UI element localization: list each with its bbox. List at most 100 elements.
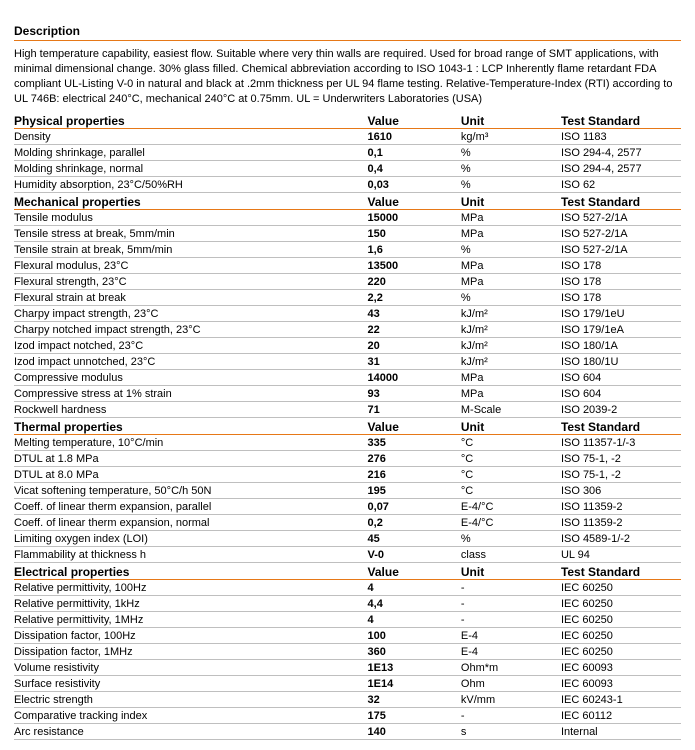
prop-unit: - — [461, 596, 561, 612]
prop-unit: - — [461, 612, 561, 628]
prop-value: 71 — [368, 402, 461, 418]
prop-name: Compressive modulus — [14, 370, 368, 386]
prop-value: 4 — [368, 612, 461, 628]
prop-std: ISO 527-2/1A — [561, 210, 681, 226]
col-header-std: Test Standard — [561, 193, 681, 209]
prop-std: IEC 60112 — [561, 708, 681, 724]
prop-name: Charpy notched impact strength, 23°C — [14, 322, 368, 338]
col-header-std: Test Standard — [561, 563, 681, 579]
prop-unit: kg/m³ — [461, 129, 561, 145]
prop-std: ISO 180/1A — [561, 338, 681, 354]
section-title: Mechanical properties — [14, 193, 368, 209]
prop-name: Relative permittivity, 1MHz — [14, 612, 368, 628]
prop-unit: % — [461, 161, 561, 177]
prop-value: 45 — [368, 531, 461, 547]
prop-name: Coeff. of linear therm expansion, normal — [14, 515, 368, 531]
prop-value: 15000 — [368, 210, 461, 226]
prop-unit: - — [461, 708, 561, 724]
table-row: Tensile stress at break, 5mm/min150MPaIS… — [14, 226, 681, 242]
prop-unit: MPa — [461, 386, 561, 402]
prop-value: 216 — [368, 467, 461, 483]
table-row: Flexural strain at break2,2%ISO 178 — [14, 290, 681, 306]
prop-value: 31 — [368, 354, 461, 370]
prop-name: Tensile modulus — [14, 210, 368, 226]
table-row: Relative permittivity, 100Hz4-IEC 60250 — [14, 580, 681, 596]
prop-value: 43 — [368, 306, 461, 322]
table-row: Flexural modulus, 23°C13500MPaISO 178 — [14, 258, 681, 274]
prop-value: 0,03 — [368, 177, 461, 193]
prop-name: Izod impact notched, 23°C — [14, 338, 368, 354]
prop-std: ISO 306 — [561, 483, 681, 499]
table-row: Molding shrinkage, normal0,4%ISO 294-4, … — [14, 161, 681, 177]
prop-name: DTUL at 8.0 MPa — [14, 467, 368, 483]
prop-unit: Ohm — [461, 676, 561, 692]
prop-std: IEC 60250 — [561, 580, 681, 596]
prop-name: Vicat softening temperature, 50°C/h 50N — [14, 483, 368, 499]
prop-unit: % — [461, 531, 561, 547]
prop-unit: E-4/°C — [461, 499, 561, 515]
prop-value: 2,2 — [368, 290, 461, 306]
table-row: Dissipation factor, 1MHz360E-4IEC 60250 — [14, 644, 681, 660]
table-row: Flexural strength, 23°C220MPaISO 178 — [14, 274, 681, 290]
prop-unit: MPa — [461, 258, 561, 274]
prop-std: IEC 60093 — [561, 676, 681, 692]
prop-value: 14000 — [368, 370, 461, 386]
prop-std: ISO 178 — [561, 258, 681, 274]
prop-std: ISO 604 — [561, 370, 681, 386]
prop-value: 1610 — [368, 129, 461, 145]
prop-unit: MPa — [461, 274, 561, 290]
prop-std: ISO 294-4, 2577 — [561, 145, 681, 161]
table-row: Tensile strain at break, 5mm/min1,6%ISO … — [14, 242, 681, 258]
prop-unit: E-4 — [461, 628, 561, 644]
table-row: Coeff. of linear therm expansion, normal… — [14, 515, 681, 531]
prop-std: ISO 604 — [561, 386, 681, 402]
prop-std: ISO 179/1eA — [561, 322, 681, 338]
prop-value: 1E13 — [368, 660, 461, 676]
prop-name: Tensile strain at break, 5mm/min — [14, 242, 368, 258]
prop-unit: % — [461, 177, 561, 193]
col-header-value: Value — [368, 112, 461, 128]
prop-name: Tensile stress at break, 5mm/min — [14, 226, 368, 242]
prop-value: 20 — [368, 338, 461, 354]
prop-std: ISO 527-2/1A — [561, 242, 681, 258]
table-row: Molding shrinkage, parallel0,1%ISO 294-4… — [14, 145, 681, 161]
prop-name: Surface resistivity — [14, 676, 368, 692]
prop-std: ISO 178 — [561, 274, 681, 290]
table-row: Izod impact unnotched, 23°C31kJ/m²ISO 18… — [14, 354, 681, 370]
table-row: Rockwell hardness71M-ScaleISO 2039-2 — [14, 402, 681, 418]
prop-value: 175 — [368, 708, 461, 724]
prop-unit: MPa — [461, 370, 561, 386]
prop-unit: kJ/m² — [461, 338, 561, 354]
table-row: Vicat softening temperature, 50°C/h 50N1… — [14, 483, 681, 499]
prop-value: 4 — [368, 580, 461, 596]
col-header-unit: Unit — [461, 112, 561, 128]
prop-unit: MPa — [461, 210, 561, 226]
prop-unit: °C — [461, 435, 561, 451]
prop-name: Molding shrinkage, parallel — [14, 145, 368, 161]
properties-table: Electrical propertiesValueUnitTest Stand… — [14, 563, 681, 740]
prop-value: 13500 — [368, 258, 461, 274]
col-header-value: Value — [368, 563, 461, 579]
section-title: Physical properties — [14, 112, 368, 128]
prop-value: 0,4 — [368, 161, 461, 177]
table-row: Humidity absorption, 23°C/50%RH0,03%ISO … — [14, 177, 681, 193]
prop-name: DTUL at 1.8 MPa — [14, 451, 368, 467]
prop-value: 276 — [368, 451, 461, 467]
prop-value: 0,1 — [368, 145, 461, 161]
prop-unit: kJ/m² — [461, 354, 561, 370]
prop-name: Dissipation factor, 100Hz — [14, 628, 368, 644]
prop-unit: % — [461, 290, 561, 306]
prop-name: Relative permittivity, 100Hz — [14, 580, 368, 596]
prop-name: Charpy impact strength, 23°C — [14, 306, 368, 322]
prop-std: ISO 75-1, -2 — [561, 451, 681, 467]
prop-name: Compressive stress at 1% strain — [14, 386, 368, 402]
prop-unit: °C — [461, 451, 561, 467]
prop-std: Internal — [561, 724, 681, 740]
prop-std: IEC 60243-1 — [561, 692, 681, 708]
prop-name: Flexural strength, 23°C — [14, 274, 368, 290]
prop-name: Arc resistance — [14, 724, 368, 740]
prop-name: Dissipation factor, 1MHz — [14, 644, 368, 660]
prop-std: IEC 60093 — [561, 660, 681, 676]
table-row: Tensile modulus15000MPaISO 527-2/1A — [14, 210, 681, 226]
prop-std: ISO 294-4, 2577 — [561, 161, 681, 177]
